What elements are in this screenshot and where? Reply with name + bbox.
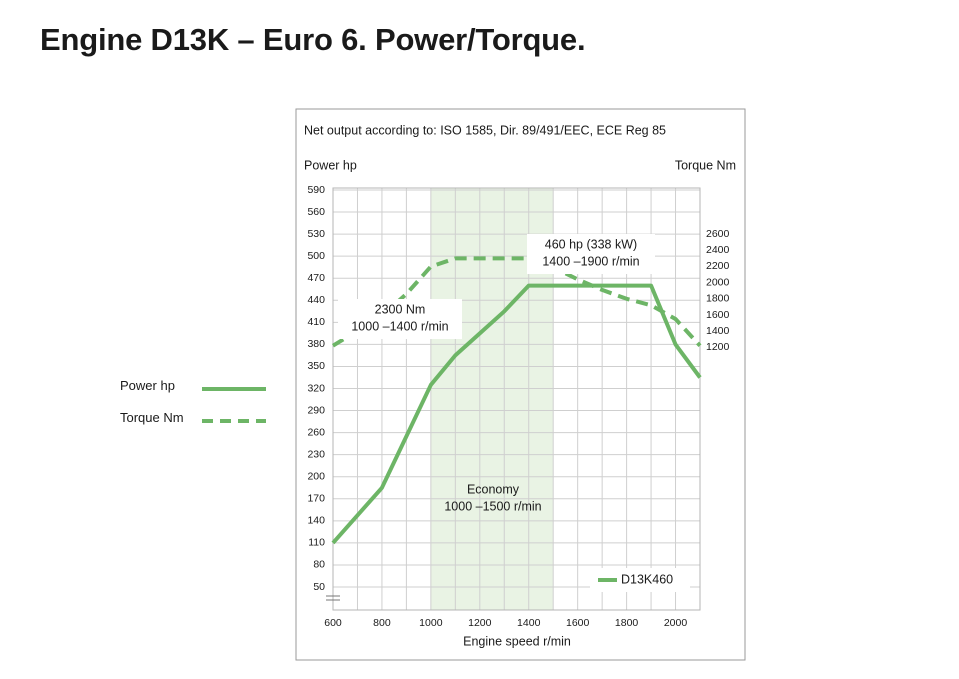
side-legend-torque-label: Torque Nm: [120, 410, 184, 425]
chart-header-note: Net output according to: ISO 1585, Dir. …: [304, 123, 666, 137]
left-tick-label: 380: [307, 338, 325, 350]
left-tick-label: 50: [313, 581, 325, 593]
left-tick-label: 290: [307, 404, 325, 416]
annotation-power-peak-text: 460 hp (338 kW): [545, 237, 637, 251]
left-tick-label: 590: [307, 184, 325, 196]
annotation-torque-peak-text: 1000 –1400 r/min: [351, 319, 448, 333]
annotation-box: [527, 234, 655, 274]
annotation-box: [338, 299, 462, 339]
torque-series-line: [331, 256, 702, 348]
x-axis-title: Engine speed r/min: [463, 634, 571, 648]
dashed-line-swatch-icon: [202, 419, 266, 423]
in-plot-legend-label: D13K460: [621, 572, 673, 586]
left-tick-label: 260: [307, 426, 325, 438]
left-axis-title: Power hp: [304, 158, 357, 172]
page-title: Engine D13K – Euro 6. Power/Torque.: [40, 22, 586, 57]
side-legend-torque: Torque Nm: [120, 410, 280, 442]
x-tick-label: 1000: [419, 617, 443, 629]
x-tick-label: 600: [324, 617, 342, 629]
left-tick-label: 170: [307, 493, 325, 505]
annotation-economy-text: 1000 –1500 r/min: [444, 499, 541, 513]
left-tick-label: 560: [307, 206, 325, 218]
plot-area-border: [332, 187, 701, 611]
x-tick-label: 800: [373, 617, 391, 629]
annotation-torque-peak-text: 2300 Nm: [375, 302, 426, 316]
side-legend-power-label: Power hp: [120, 378, 175, 393]
left-tick-label: 80: [313, 559, 325, 571]
annotation-power-peak-text: 1400 –1900 r/min: [542, 254, 639, 268]
right-tick-label: 2400: [706, 244, 730, 256]
x-tick-label: 1600: [566, 617, 590, 629]
right-axis-title: Torque Nm: [675, 158, 736, 172]
x-tick-label: 1400: [517, 617, 541, 629]
left-tick-label: 470: [307, 272, 325, 284]
right-tick-label: 2000: [706, 276, 730, 288]
right-tick-label: 1600: [706, 309, 730, 321]
solid-line-swatch-icon: [202, 387, 266, 391]
right-tick-label: 2600: [706, 228, 730, 240]
annotation-economy-text: Economy: [467, 482, 520, 496]
right-tick-label: 1200: [706, 341, 730, 353]
left-tick-label: 410: [307, 316, 325, 328]
side-legend: Power hp Torque Nm: [120, 378, 280, 442]
left-tick-label: 200: [307, 471, 325, 483]
left-tick-label: 110: [308, 537, 325, 549]
right-tick-label: 2200: [706, 260, 730, 272]
x-tick-label: 2000: [664, 617, 688, 629]
left-tick-label: 500: [307, 250, 325, 262]
left-tick-label: 440: [307, 294, 325, 306]
right-tick-label: 1800: [706, 293, 730, 305]
left-tick-label: 140: [307, 515, 325, 527]
left-tick-label: 320: [307, 382, 325, 394]
x-tick-label: 1200: [468, 617, 492, 629]
right-tick-label: 1400: [706, 325, 730, 337]
left-tick-label: 530: [307, 228, 325, 240]
power-series-line: [331, 283, 702, 545]
left-tick-label: 350: [307, 360, 325, 372]
x-tick-label: 1800: [615, 617, 639, 629]
left-tick-label: 230: [307, 448, 325, 460]
side-legend-power: Power hp: [120, 378, 280, 410]
